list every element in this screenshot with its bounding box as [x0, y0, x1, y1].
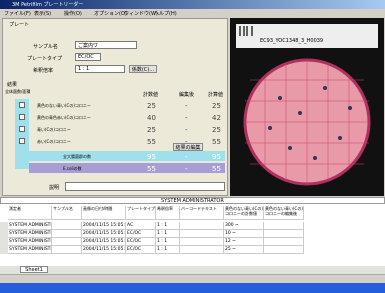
cell-value: 55: [147, 138, 156, 146]
total-label: E.coliの数: [63, 166, 82, 172]
cell-value: 25: [147, 126, 156, 134]
cell-value: -: [185, 126, 188, 134]
column-header: 黄色のない青い(Cの)コロニーの編集後: [264, 206, 304, 220]
window-title: 3M Petrifilm プレートリーダー: [12, 1, 83, 8]
cell-value: 95: [147, 153, 156, 161]
note-input[interactable]: [65, 182, 225, 191]
cell-value: -: [185, 102, 188, 110]
column-header: 希釈倍率: [156, 206, 180, 220]
column-header: サンプル名: [52, 206, 82, 220]
cell: 12 ~: [224, 238, 264, 246]
menu-item[interactable]: 操作(O): [64, 10, 82, 17]
column-header: 測定者: [8, 206, 52, 220]
plate-image: [230, 18, 384, 196]
cell: SYSTEM ADMINISTRA: [8, 222, 52, 230]
cell: [180, 230, 224, 238]
cell-value: 55: [212, 165, 221, 173]
cell-value: 25: [147, 102, 156, 110]
column-header: 計算値: [208, 91, 223, 98]
title-bar: 3M Petrifilm プレートリーダー: [0, 0, 385, 9]
column-header: 黄色のない青い(Cの)コロニーの計数値: [224, 206, 264, 220]
sheet-tabs: Sheet1: [0, 266, 385, 274]
row-number: [0, 230, 8, 238]
column-header: 計数値: [143, 91, 158, 98]
sheet-user-bar: SYSTEM ADMINISTRATOR: [0, 197, 385, 204]
taskbar: [0, 283, 385, 293]
menu-item[interactable]: ファイル(F): [4, 10, 31, 17]
cell: [264, 230, 304, 238]
cell: 300 ~: [224, 222, 264, 230]
row-label: 黄色のない青い(Cの)コロニー: [37, 103, 91, 109]
column-header: バーコードテキスト: [180, 206, 224, 220]
cell: 2004/11/15 15:05:46: [82, 230, 126, 238]
cell: SYSTEM ADMINISTRA: [8, 238, 52, 246]
cell-value: 55: [212, 138, 221, 146]
screen: 3M Petrifilm プレートリーダー ファイル(F)表示(S) 操作(O) オ…: [0, 0, 385, 293]
cell-value: 40: [147, 114, 156, 122]
barcode-text: EC93_YOC1348_3_H0039: [260, 38, 323, 44]
cell: [180, 246, 224, 254]
cell: 25 ~: [224, 246, 264, 254]
menu-item[interactable]: オプション(O): [94, 10, 127, 17]
cell: [264, 222, 304, 230]
cell: 10 ~: [224, 230, 264, 238]
menu-item[interactable]: 表示(S): [34, 10, 51, 17]
results-table: 計数値 編集後 計算値黄色のない青い(Cの)コロニー 25 - 25 黄色の青色赤い(Cの)…: [3, 19, 229, 197]
barcode-strip: [236, 24, 378, 48]
row-number: [0, 222, 8, 230]
cell: 1 : 1: [156, 246, 180, 254]
cell: 1 : 1: [156, 238, 180, 246]
cell: 1 : 1: [156, 230, 180, 238]
cell: 2004/11/15 15:05:45: [82, 246, 126, 254]
cell: [180, 222, 224, 230]
menu-bar: ファイル(F)表示(S) 操作(O) オプション(O)ウィンドウ(W)ヘルプ(H): [0, 9, 385, 17]
menu-item[interactable]: ヘルプ(H): [154, 10, 177, 17]
cell: AC: [126, 222, 156, 230]
column-header: プレートタイプ: [126, 206, 156, 220]
row-number: [0, 238, 8, 246]
cell-value: 55: [147, 165, 156, 173]
cell: [52, 238, 82, 246]
checkbox: [19, 102, 25, 108]
row-label: 黄色の青色赤い(Cの)コロニー: [37, 115, 91, 121]
cell: 2004/11/15 15:05:20: [82, 222, 126, 230]
checkbox: [19, 126, 25, 132]
cell: [52, 230, 82, 238]
cell: EC/OC: [126, 230, 156, 238]
cell-value: -: [185, 153, 188, 161]
row-number: [0, 246, 8, 254]
total-label: 全大腸菌群の数: [63, 154, 91, 160]
cell: [264, 238, 304, 246]
cell: EC/OC: [126, 238, 156, 246]
cell: 2004/11/15 15:05:40: [82, 238, 126, 246]
cell: SYSTEM ADMINISTRA: [8, 246, 52, 254]
cell-value: 95: [212, 153, 221, 161]
cell-value: -: [185, 165, 188, 173]
cell: [52, 246, 82, 254]
cell: [264, 246, 304, 254]
spreadsheet: 測定者サンプル名画像の日付/時間プレートタイプ希釈倍率バーコードテキスト黄色のな…: [0, 204, 385, 266]
label: 説明: [49, 184, 59, 191]
cell: EC/OC: [126, 246, 156, 254]
image-panel: EC93_YOC1348_3_H0039: [230, 18, 384, 196]
column-header: 編集後: [179, 91, 194, 98]
row-label: 青い(Cの)コロニー: [37, 127, 71, 133]
cell-value: 25: [212, 126, 221, 134]
row-label: 赤い(Cの)コロニー: [37, 139, 71, 145]
sheet-tab[interactable]: Sheet1: [20, 266, 48, 273]
edit-button[interactable]: 結果の編集: [173, 143, 203, 151]
column-header: 画像の日付/時間: [82, 206, 126, 220]
cell-value: 42: [212, 114, 221, 122]
cell: [180, 238, 224, 246]
cell: SYSTEM ADMINISTRA: [8, 230, 52, 238]
cell-value: 25: [212, 102, 221, 110]
cell-value: -: [185, 114, 188, 122]
menu-item[interactable]: ウィンドウ(W): [124, 10, 158, 17]
left-panel: プレート サンプル名 ご案内ワ プレートタイプ EC/OC 希釈倍率 1 : 1…: [2, 18, 228, 196]
cell: 1 : 1: [156, 222, 180, 230]
draw-toolbar: [0, 274, 385, 283]
checkbox: [19, 114, 25, 120]
checkbox: [19, 138, 25, 144]
cell: [52, 222, 82, 230]
